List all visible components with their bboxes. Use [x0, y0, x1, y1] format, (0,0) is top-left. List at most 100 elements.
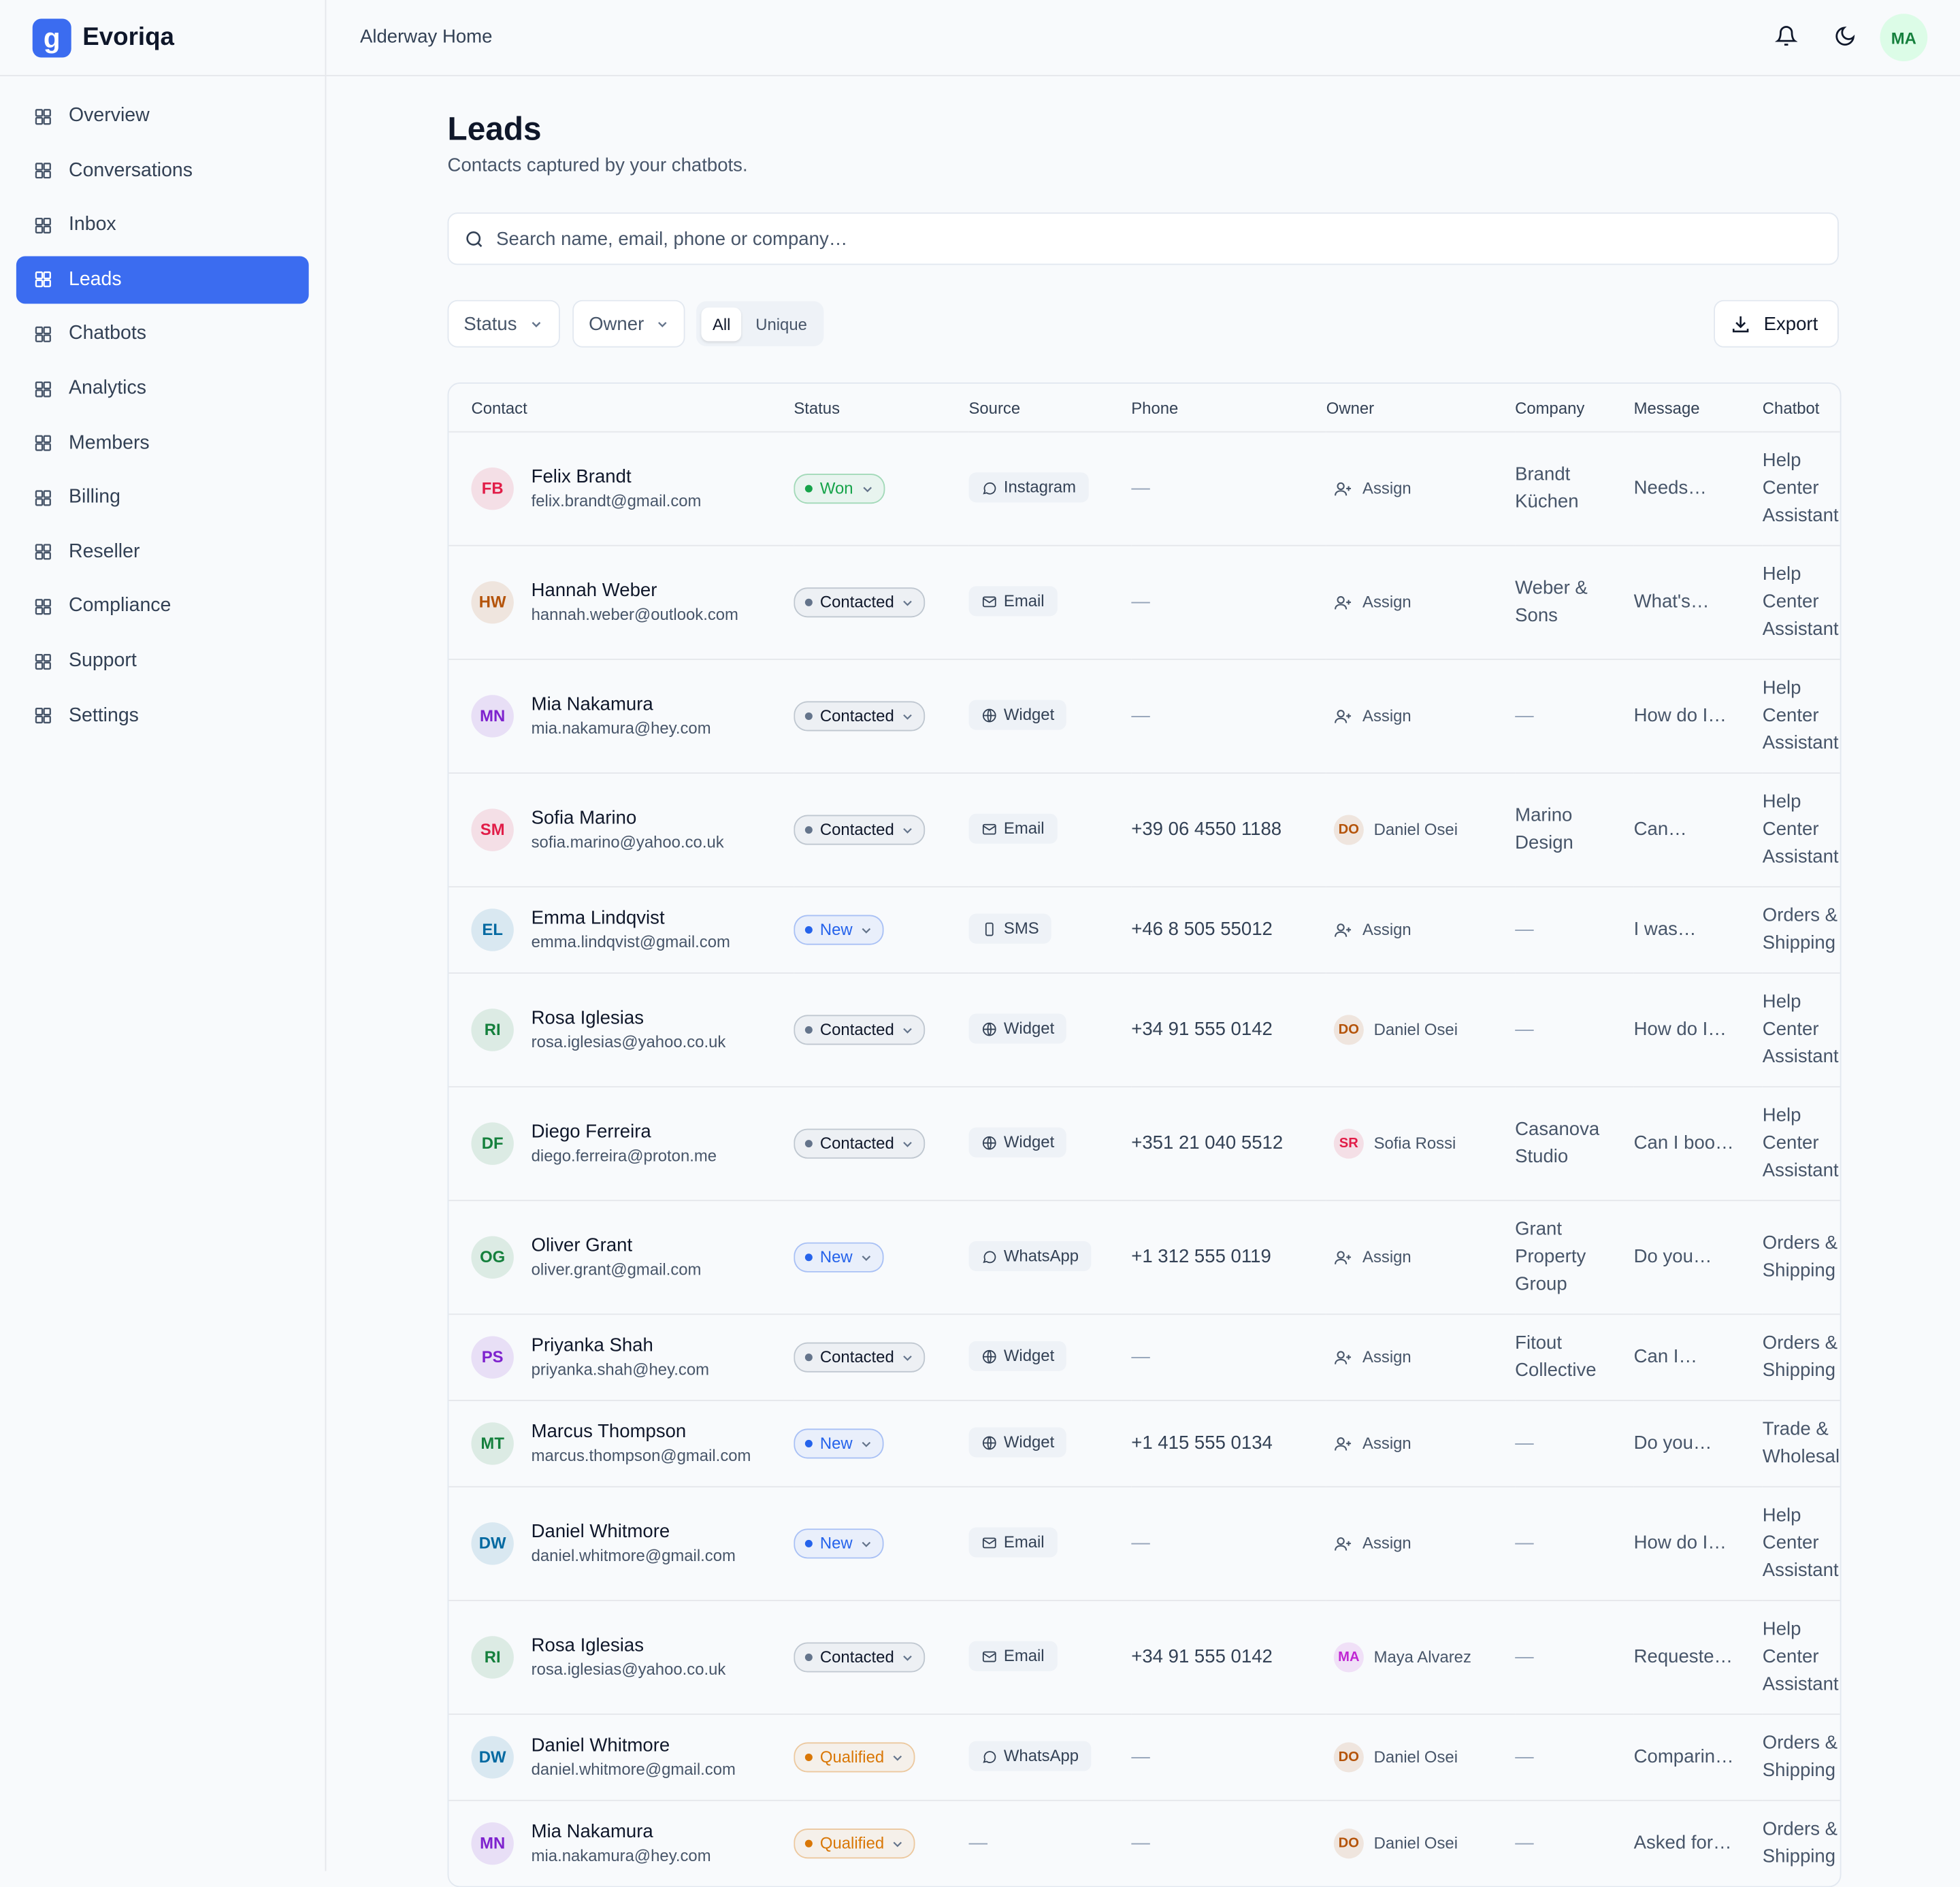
- nav-label: Billing: [69, 486, 120, 508]
- lead-row[interactable]: SM Sofia Marino sofia.marino@yahoo.co.uk Co…: [448, 772, 1840, 887]
- table: Contact Status Source Phone Owner Company Mess…: [448, 384, 1840, 1886]
- lead-row[interactable]: MN Mia Nakamura mia.nakamura@hey.com Qualif…: [448, 1799, 1840, 1886]
- status-pill[interactable]: Contacted: [794, 815, 926, 845]
- owner[interactable]: Assign: [1326, 1530, 1515, 1557]
- column-header: Message: [1633, 398, 1700, 417]
- owner[interactable]: Assign: [1326, 1343, 1515, 1371]
- nav-item[interactable]: Members: [16, 419, 309, 467]
- owner[interactable]: Assign: [1326, 702, 1515, 729]
- lead-row[interactable]: DW Daniel Whitmore daniel.whitmore@gmail.c…: [448, 1713, 1840, 1801]
- logo: g: [32, 18, 71, 58]
- status-pill[interactable]: New: [794, 1428, 884, 1459]
- source-cell: WhatsApp: [968, 1200, 1132, 1315]
- status-pill[interactable]: Contacted: [794, 1342, 926, 1373]
- owner[interactable]: Assign: [1326, 1430, 1515, 1457]
- status-pill[interactable]: Qualified: [794, 1828, 916, 1859]
- export-button[interactable]: Export: [1714, 299, 1839, 348]
- nav-item[interactable]: Overview: [16, 93, 309, 140]
- status-pill[interactable]: Contacted: [794, 1642, 926, 1673]
- contact: DF Diego Ferreira diego.ferreira@proton.me: [471, 1120, 794, 1168]
- lead-row[interactable]: FB Felix Brandt felix.brandt@gmail.com Won I…: [448, 431, 1840, 546]
- nav-item[interactable]: Billing: [16, 474, 309, 521]
- nav-item[interactable]: Inbox: [16, 201, 309, 249]
- status-pill[interactable]: Qualified: [794, 1742, 916, 1773]
- lead-row[interactable]: DF Diego Ferreira diego.ferreira@proton.me…: [448, 1086, 1840, 1201]
- source-label: WhatsApp: [1003, 1246, 1079, 1266]
- lead-row[interactable]: PS Priyanka Shah priyanka.shah@hey.com Cont…: [448, 1313, 1840, 1401]
- status-pill[interactable]: Contacted: [794, 701, 926, 732]
- nav-item[interactable]: Compliance: [16, 583, 309, 631]
- status-label: Qualified: [819, 1747, 885, 1767]
- sidebar: g Evoriqa Overview Conversations Inbox Leads…: [0, 0, 327, 1871]
- contact-name: Marcus Thompson: [531, 1421, 687, 1443]
- bell-icon[interactable]: [1775, 25, 1798, 48]
- owner: DO Daniel Osei: [1326, 1742, 1515, 1773]
- contact-name: Priyanka Shah: [531, 1334, 653, 1356]
- owner: DO Daniel Osei: [1326, 815, 1515, 845]
- nav-label: Support: [69, 650, 137, 672]
- chevron: [903, 1028, 913, 1034]
- lead-row[interactable]: MN Mia Nakamura mia.nakamura@hey.com Contac…: [448, 658, 1840, 774]
- owner-filter[interactable]: Owner: [572, 299, 685, 348]
- chatbot-cell: Help Center Assistant: [1762, 658, 1840, 774]
- contact-avatar: OG: [471, 1236, 514, 1279]
- nav-item[interactable]: Leads: [16, 256, 309, 303]
- lead-row[interactable]: RI Rosa Iglesias rosa.iglesias@yahoo.co.uk…: [448, 1600, 1840, 1715]
- message-cell: Comparin…: [1633, 1713, 1763, 1801]
- status-filter[interactable]: Status: [447, 299, 560, 348]
- column-header: Contact: [471, 398, 527, 417]
- toggle-unique[interactable]: Unique: [755, 314, 807, 333]
- nav-item[interactable]: Settings: [16, 692, 309, 740]
- status-cell: Contacted: [794, 772, 969, 887]
- status-pill[interactable]: Won: [794, 474, 885, 504]
- user-icon: [1335, 1537, 1352, 1550]
- brand: g Evoriqa: [32, 18, 174, 58]
- lead-row[interactable]: DW Daniel Whitmore daniel.whitmore@gmail.c…: [448, 1486, 1840, 1601]
- owner[interactable]: Assign: [1326, 1244, 1515, 1271]
- source-cell: Widget: [968, 1086, 1132, 1201]
- nav-item[interactable]: Analytics: [16, 365, 309, 412]
- chatbot-name: Orders & Shipping: [1762, 1732, 1838, 1782]
- status-cell: Won: [794, 431, 969, 546]
- contact-avatar: RI: [471, 1636, 514, 1679]
- search[interactable]: Search name, email, phone or company…: [447, 212, 1839, 265]
- theme-icon[interactable]: [1833, 25, 1856, 48]
- toggle-all[interactable]: All: [701, 306, 742, 341]
- status-pill[interactable]: Contacted: [794, 1015, 926, 1045]
- status-pill[interactable]: New: [794, 1528, 884, 1559]
- source-badge: Instagram: [968, 472, 1089, 503]
- nav-item[interactable]: Reseller: [16, 529, 309, 576]
- nav-item[interactable]: Conversations: [16, 147, 309, 195]
- phone-cell: —: [1131, 1713, 1326, 1801]
- nav-item[interactable]: Chatbots: [16, 310, 309, 358]
- chevron: [894, 1841, 902, 1848]
- status-pill[interactable]: New: [794, 1242, 884, 1273]
- status-dot: [804, 1654, 813, 1662]
- source-badge: Widget: [968, 1128, 1067, 1158]
- phone-cell: —: [1131, 1799, 1326, 1886]
- lead-row[interactable]: RI Rosa Iglesias rosa.iglesias@yahoo.co.uk…: [448, 972, 1840, 1087]
- lead-row[interactable]: EL Emma Lindqvist emma.lindqvist@gmail.com…: [448, 886, 1840, 973]
- contact-email: priyanka.shah@hey.com: [531, 1360, 710, 1379]
- lead-row[interactable]: MT Marcus Thompson marcus.thompson@gmail.c…: [448, 1400, 1840, 1487]
- status-pill[interactable]: Contacted: [794, 587, 926, 618]
- status-pill[interactable]: New: [794, 915, 884, 945]
- owner[interactable]: Assign: [1326, 475, 1515, 502]
- nav-item[interactable]: Support: [16, 638, 309, 685]
- company-cell: —: [1515, 658, 1634, 774]
- source-label: Email: [1003, 1532, 1045, 1552]
- company-cell: —: [1515, 1713, 1634, 1801]
- chatbot-name: Orders & Shipping: [1762, 1232, 1838, 1281]
- contact-cell: RI Rosa Iglesias rosa.iglesias@yahoo.co.uk: [448, 1600, 794, 1715]
- owner[interactable]: Assign: [1326, 589, 1515, 616]
- owner[interactable]: Assign: [1326, 916, 1515, 943]
- status-label: Contacted: [819, 1347, 894, 1366]
- lead-row[interactable]: HW Hannah Weber hannah.weber@outlook.com Co…: [448, 544, 1840, 659]
- owner-cell: MA Maya Alvarez: [1326, 1600, 1516, 1715]
- status-dot: [804, 1839, 813, 1848]
- status-pill[interactable]: Contacted: [794, 1128, 926, 1159]
- workspace[interactable]: Alderway Home: [359, 26, 493, 48]
- source-cell: Widget: [968, 1400, 1132, 1487]
- user-avatar[interactable]: MA: [1880, 14, 1928, 62]
- lead-row[interactable]: OG Oliver Grant oliver.grant@gmail.com New W…: [448, 1200, 1840, 1315]
